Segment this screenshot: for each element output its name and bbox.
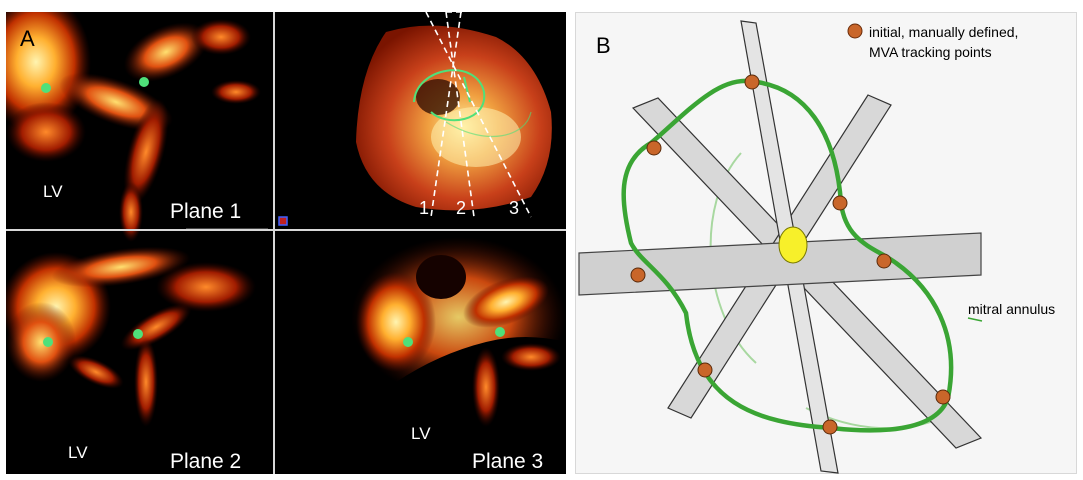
- center-point: [778, 226, 808, 264]
- panel-b: B initial, manually defined, MVA trackin…: [575, 12, 1077, 474]
- annulus-leader-line: [967, 317, 983, 322]
- chamber-label: LV: [43, 182, 63, 201]
- panel-a: LV Plane 1 1 2 3: [0, 0, 566, 474]
- tracking-point: [935, 389, 951, 405]
- orientation-icon: [278, 216, 288, 226]
- tracking-point: [876, 253, 892, 269]
- tracking-point: [133, 329, 143, 339]
- quadrant-plane-1: LV Plane 1: [0, 0, 268, 242]
- chamber-label: LV: [411, 424, 431, 443]
- tracking-point: [43, 337, 53, 347]
- panel-a-image: LV Plane 1 1 2 3: [0, 0, 566, 474]
- tracking-point: [697, 362, 713, 378]
- plane-label: Plane 2: [170, 450, 241, 473]
- tracking-point: [630, 267, 646, 283]
- tracking-point: [744, 74, 760, 90]
- plane-label: Plane 1: [170, 200, 241, 223]
- plane-label: Plane 3: [472, 450, 543, 473]
- annulus-label: mitral annulus: [968, 301, 1055, 317]
- legend-text-line2: MVA tracking points: [869, 44, 992, 60]
- tracking-point: [832, 195, 848, 211]
- tracking-point: [646, 140, 662, 156]
- quadrant-plane-3: LV Plane 3: [351, 237, 566, 473]
- panel-b-diagram: B initial, manually defined, MVA trackin…: [578, 20, 1055, 474]
- plane-number-2: 2: [456, 198, 466, 218]
- panel-label-b: B: [596, 33, 611, 58]
- quadrant-plane-2: LV Plane 2: [1, 246, 256, 473]
- tracking-point: [822, 419, 838, 435]
- plane-number-1: 1: [419, 198, 429, 218]
- quadrant-3d-volume: 1 2 3: [278, 11, 552, 226]
- tracking-point: [495, 327, 505, 337]
- legend-point-icon: [847, 23, 863, 39]
- legend-text-line1: initial, manually defined,: [869, 24, 1018, 40]
- imaging-plane-horizontal: [578, 232, 982, 296]
- tracking-point: [403, 337, 413, 347]
- tracking-point: [139, 77, 149, 87]
- annulus-contour: [413, 69, 486, 122]
- tracking-point: [41, 83, 51, 93]
- chamber-label: LV: [68, 443, 88, 462]
- panel-label-a: A: [20, 26, 35, 51]
- plane-lines: [425, 11, 532, 218]
- tracking-points: [630, 74, 951, 435]
- plane-number-3: 3: [509, 198, 519, 218]
